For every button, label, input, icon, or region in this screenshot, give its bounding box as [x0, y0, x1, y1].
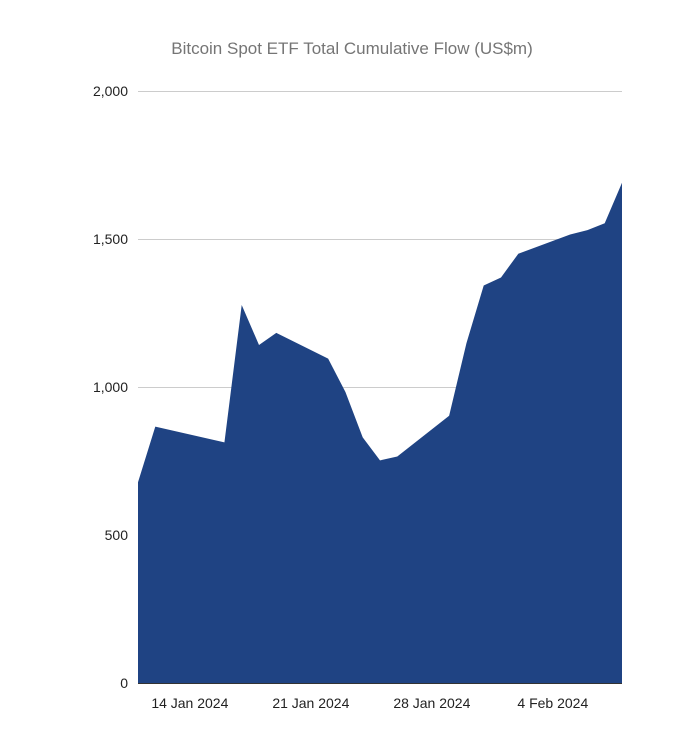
- x-axis-tick-labels: 14 Jan 2024 21 Jan 2024 28 Jan 2024 4 Feb 2…: [151, 695, 588, 711]
- cumulative-flow-area: [138, 182, 622, 683]
- x-tick-label: 4 Feb 2024: [517, 695, 588, 711]
- y-tick-label: 1,500: [93, 231, 128, 247]
- area-series: [138, 182, 622, 683]
- chart-title: Bitcoin Spot ETF Total Cumulative Flow (…: [171, 39, 533, 58]
- x-tick-label: 14 Jan 2024: [151, 695, 228, 711]
- y-tick-label: 500: [105, 527, 129, 543]
- y-tick-label: 2,000: [93, 83, 128, 99]
- y-tick-label: 0: [120, 675, 128, 691]
- y-tick-label: 1,000: [93, 379, 128, 395]
- y-axis-tick-labels: 0 500 1,000 1,500 2,000: [93, 83, 128, 691]
- x-tick-label: 28 Jan 2024: [393, 695, 470, 711]
- x-tick-label: 21 Jan 2024: [272, 695, 349, 711]
